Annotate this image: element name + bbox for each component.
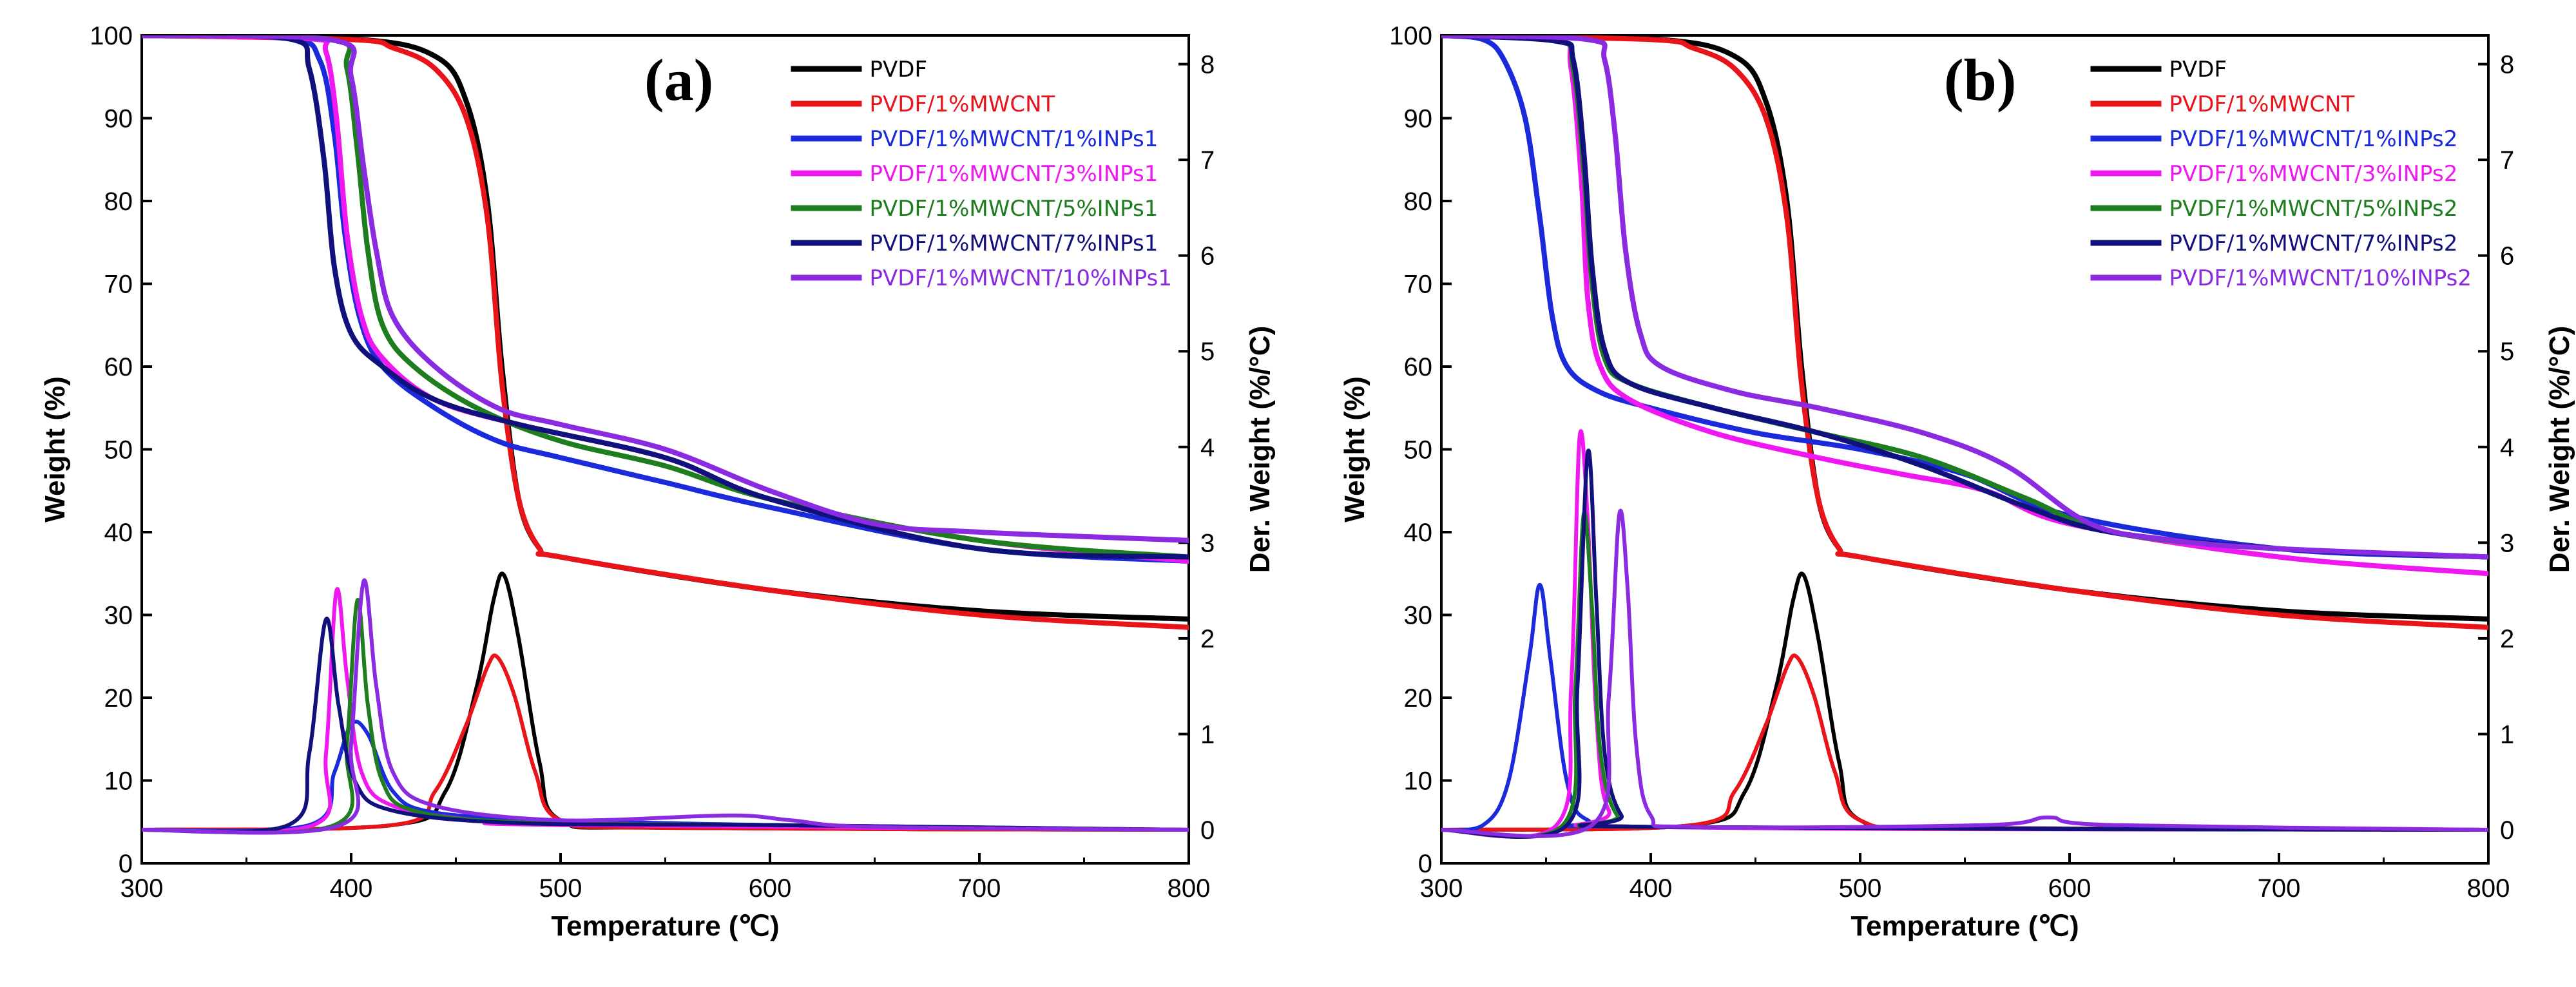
legend-label: PVDF	[2169, 57, 2227, 82]
x-tick-label: 500	[539, 874, 582, 903]
y-tick-label: 70	[1404, 271, 1433, 299]
y-tick-label: 80	[104, 187, 133, 216]
y-tick-label: 50	[104, 436, 133, 465]
y-tick-label: 20	[1404, 684, 1433, 713]
legend-label: PVDF/1%MWCNT/1%INPs1	[870, 126, 1158, 152]
y2-tick-label: 4	[1200, 434, 1215, 462]
y-tick-label: 0	[119, 850, 133, 878]
y-tick-label: 90	[1404, 105, 1433, 133]
x-axis-title: Temperature (℃)	[1850, 910, 2079, 942]
weight-line-pvdf-1-mwcnt-10-inps2	[1441, 35, 2488, 560]
x-tick-label: 300	[120, 874, 164, 903]
y2-axis-title: Der. Weight (%/°C)	[1244, 326, 1276, 573]
y-tick-label: 0	[1418, 850, 1432, 878]
x-tick-label: 600	[2048, 874, 2091, 903]
y-tick-label: 10	[104, 767, 133, 796]
legend-label: PVDF/1%MWCNT/5%INPs1	[870, 196, 1158, 222]
chart-panel-b: 300 400 500 600 700 8000102030405060708090100…	[1339, 22, 2575, 942]
chart-panel-a: 300 400 500 600 700 8000102030405060708090100…	[39, 22, 1276, 942]
weight-line-pvdf	[142, 35, 1189, 622]
y-tick-label: 80	[1404, 187, 1433, 216]
y-tick-label: 40	[104, 519, 133, 547]
weight-line-pvdf-1-mwcnt	[1441, 35, 2488, 630]
y2-tick-label: 4	[2500, 434, 2514, 462]
x-tick-label: 800	[2467, 874, 2510, 903]
derivative-line-pvdf-1-mwcnt	[142, 653, 1189, 832]
y2-tick-label: 6	[2500, 242, 2514, 271]
y-tick-label: 90	[104, 105, 133, 133]
y2-tick-label: 8	[2500, 51, 2514, 79]
weight-line-pvdf-1-mwcnt	[142, 35, 1189, 630]
panel-label: (b)	[1944, 47, 2016, 113]
derivative-line-pvdf-1-mwcnt-10-inps1	[142, 578, 1189, 835]
legend-label: PVDF/1%MWCNT/10%INPs2	[2169, 265, 2472, 291]
derivative-line-pvdf-1-mwcnt-10-inps2	[1441, 508, 2488, 838]
y2-tick-label: 2	[2500, 625, 2514, 653]
y-tick-label: 30	[104, 602, 133, 630]
legend-label: PVDF/1%MWCNT/7%INPs2	[2169, 231, 2458, 256]
legend-label: PVDF/1%MWCNT/10%INPs1	[870, 265, 1173, 291]
legend-label: PVDF/1%MWCNT	[2169, 91, 2355, 117]
legend-label: PVDF/1%MWCNT/3%INPs2	[2169, 161, 2458, 187]
y2-tick-label: 2	[1200, 625, 1215, 653]
y2-tick-label: 0	[2500, 816, 2514, 845]
y2-tick-label: 5	[1200, 338, 1215, 366]
y2-axis-title: Der. Weight (%/°C)	[2544, 326, 2575, 573]
x-tick-label: 700	[958, 874, 1001, 903]
y-tick-label: 40	[1404, 519, 1433, 547]
y2-tick-label: 5	[2500, 338, 2514, 366]
x-tick-label: 400	[330, 874, 373, 903]
y-tick-label: 20	[104, 684, 133, 713]
weight-line-pvdf-1-mwcnt-10-inps1	[142, 35, 1189, 543]
x-tick-label: 500	[1839, 874, 1882, 903]
weight-line-pvdf-1-mwcnt-1-inps1	[142, 35, 1189, 564]
derivative-line-pvdf-1-mwcnt-7-inps1	[142, 617, 1189, 834]
x-axis-title: Temperature (℃)	[551, 910, 779, 942]
weight-line-pvdf-1-mwcnt-7-inps1	[142, 35, 1189, 560]
y2-tick-label: 8	[1200, 51, 1215, 79]
legend-label: PVDF/1%MWCNT/5%INPs2	[2169, 196, 2458, 222]
series-lines	[142, 35, 1189, 835]
y-axis-title: Weight (%)	[39, 376, 71, 522]
x-tick-label: 400	[1629, 874, 1673, 903]
derivative-line-pvdf-1-mwcnt-7-inps2	[1441, 448, 2488, 839]
legend-label: PVDF/1%MWCNT/1%INPs2	[2169, 126, 2458, 152]
y-axis-title: Weight (%)	[1339, 376, 1370, 522]
series-lines	[1441, 35, 2488, 839]
legend-label: PVDF/1%MWCNT/7%INPs1	[870, 231, 1158, 256]
y2-tick-label: 1	[2500, 720, 2514, 749]
y2-tick-label: 3	[1200, 529, 1215, 557]
derivative-line-pvdf-1-mwcnt-5-inps1	[142, 598, 1189, 835]
x-tick-label: 700	[2258, 874, 2301, 903]
derivative-line-pvdf-1-mwcnt-1-inps1	[142, 720, 1189, 833]
x-tick-label: 800	[1168, 874, 1211, 903]
legend-label: PVDF/1%MWCNT	[870, 91, 1055, 117]
panel-label: (a)	[644, 47, 713, 113]
y2-tick-label: 7	[2500, 146, 2514, 175]
y-tick-label: 100	[90, 22, 133, 50]
y2-tick-label: 6	[1200, 242, 1215, 271]
y2-tick-label: 7	[1200, 146, 1215, 175]
y2-tick-label: 1	[1200, 720, 1215, 749]
weight-line-pvdf-1-mwcnt-1-inps2	[1441, 35, 2488, 560]
y-tick-label: 100	[1389, 22, 1432, 50]
y-tick-label: 70	[104, 271, 133, 299]
y-tick-label: 60	[1404, 353, 1433, 381]
y-tick-label: 50	[1404, 436, 1433, 465]
derivative-line-pvdf-1-mwcnt-3-inps1	[142, 587, 1189, 834]
y2-tick-label: 3	[2500, 529, 2514, 557]
y-tick-label: 10	[1404, 767, 1433, 796]
x-tick-label: 600	[749, 874, 792, 903]
x-tick-label: 300	[1420, 874, 1463, 903]
legend-label: PVDF	[870, 57, 928, 82]
y-tick-label: 30	[1404, 602, 1433, 630]
legend-label: PVDF/1%MWCNT/3%INPs1	[870, 161, 1158, 187]
y-tick-label: 60	[104, 353, 133, 381]
y2-tick-label: 0	[1200, 816, 1215, 845]
